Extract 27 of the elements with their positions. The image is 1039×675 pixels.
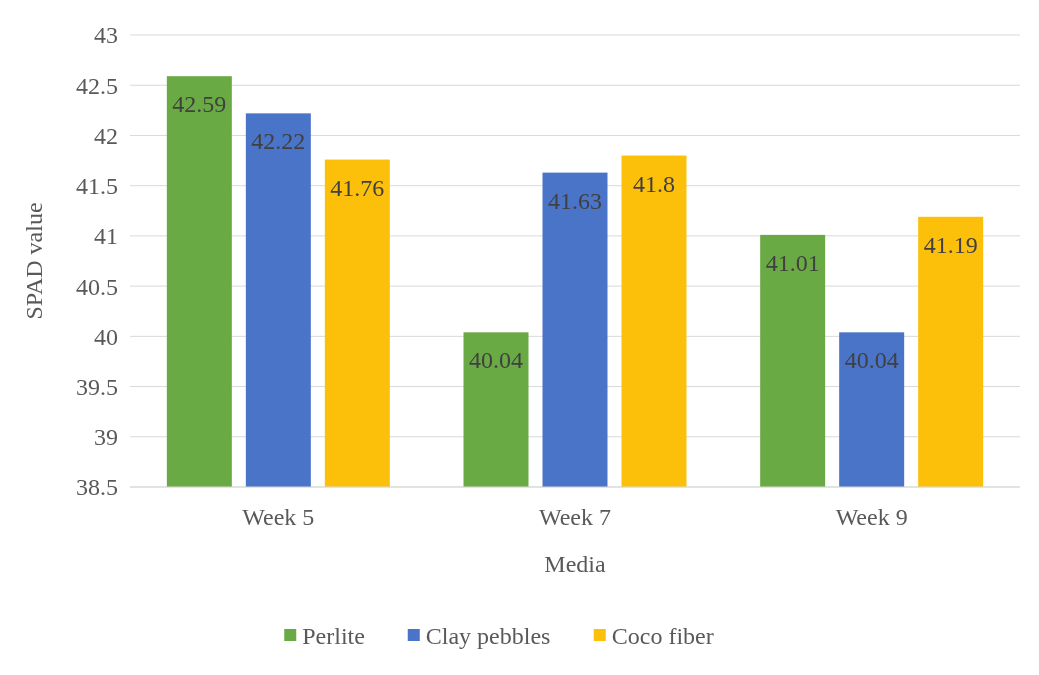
y-axis-title: SPAD value — [21, 202, 47, 320]
x-tick-label: Week 5 — [242, 504, 315, 530]
x-axis-title: Media — [544, 551, 606, 577]
y-tick-label: 40 — [94, 323, 118, 350]
y-tick-label: 40.5 — [76, 273, 118, 300]
y-tick-label: 41 — [94, 223, 118, 250]
x-tick-label: Week 9 — [835, 504, 908, 530]
legend-label: Coco fiber — [611, 623, 714, 650]
x-tick-label: Week 7 — [538, 504, 612, 530]
data-label: 41.76 — [330, 174, 385, 201]
data-label: 42.59 — [172, 91, 227, 118]
data-label: 40.04 — [844, 347, 899, 374]
y-tick-label: 42 — [94, 122, 118, 149]
y-tick-label: 41.5 — [76, 173, 118, 200]
legend-label: Perlite — [302, 623, 365, 650]
y-tick-label: 38.5 — [76, 474, 118, 501]
data-label: 41.8 — [633, 170, 675, 197]
data-label: 42.22 — [251, 128, 306, 155]
y-tick-label: 39.5 — [76, 373, 118, 400]
y-tick-label: 42.5 — [76, 72, 118, 99]
data-label: 40.04 — [469, 347, 523, 374]
y-tick-label: 39 — [94, 424, 118, 451]
legend-label: Clay pebbles — [425, 623, 551, 650]
data-label: 41.01 — [765, 249, 820, 276]
y-tick-label: 43 — [94, 22, 118, 49]
data-label: 41.19 — [923, 231, 978, 258]
data-label: 41.63 — [548, 187, 602, 214]
